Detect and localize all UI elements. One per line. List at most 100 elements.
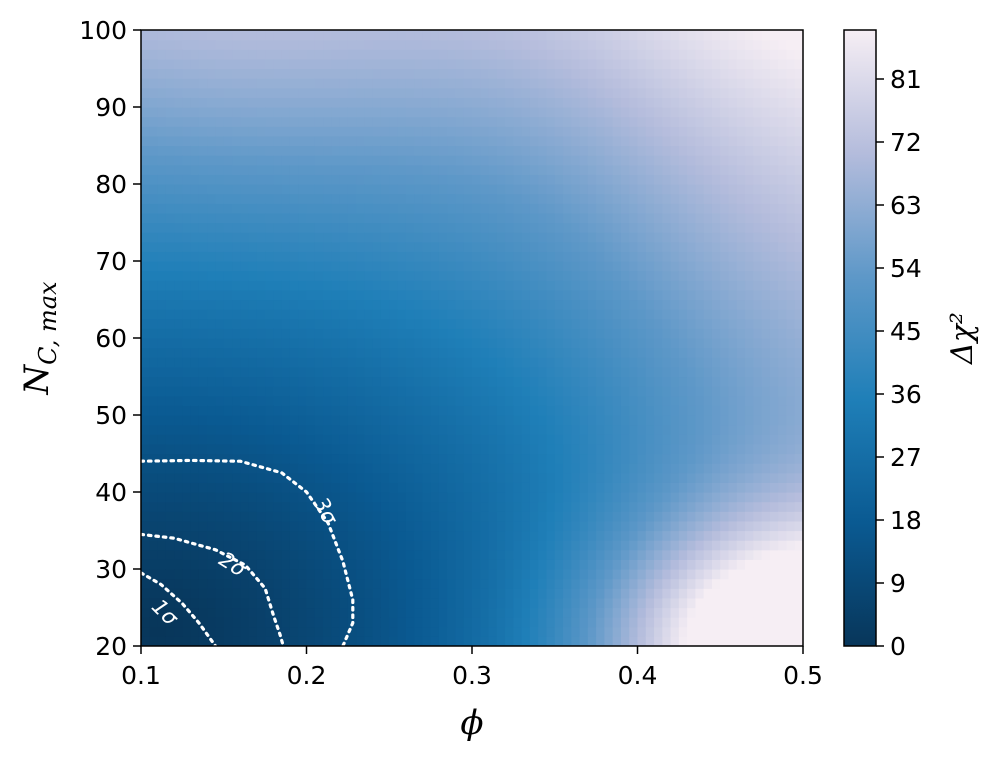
heatmap-cell [488,405,498,416]
heatmap-cell [720,68,730,79]
heatmap-cell [678,145,688,156]
heatmap-cell [703,453,713,464]
heatmap-cell [620,97,630,108]
heatmap-cell [620,424,630,435]
heatmap-cell [323,395,332,406]
heatmap-cell [670,357,680,368]
heatmap-cell [695,164,705,175]
heatmap-cell [538,126,548,137]
heatmap-cell [240,588,250,599]
heatmap-cell [579,174,589,185]
heatmap-cell [323,443,332,455]
heatmap-cell [347,107,357,118]
heatmap-cell [414,30,423,41]
heatmap-cell [298,520,308,532]
heatmap-cell [331,607,341,618]
heatmap-cell [306,241,316,252]
heatmap-cell [331,241,341,252]
heatmap-cell [314,559,324,570]
heatmap-cell [289,261,299,272]
heatmap-cell [472,49,481,60]
heatmap-cell [207,270,217,281]
heatmap-cell [223,520,233,532]
heatmap-cell [687,338,697,349]
heatmap-cell [364,193,374,204]
heatmap-cell [670,511,680,522]
heatmap-cell [720,617,730,628]
heatmap-cell [215,30,225,41]
heatmap-cell [529,511,539,522]
heatmap-cell [306,107,316,118]
heatmap-cell [198,328,208,339]
heatmap-cell [579,597,589,609]
heatmap-cell [165,338,175,349]
heatmap-cell [563,520,572,532]
heatmap-cell [455,107,465,118]
heatmap-cell [306,280,316,291]
heatmap-cell [380,212,390,224]
heatmap-cell [273,135,283,147]
heatmap-cell [314,588,324,599]
heatmap-cell [472,549,481,560]
heatmap-cell [604,578,614,589]
heatmap-cell [711,289,721,301]
heatmap-cell [364,107,374,118]
heatmap-cell [678,212,688,224]
heatmap-cell [505,107,514,118]
heatmap-cell [422,366,432,378]
heatmap-cell [604,636,614,646]
heatmap-cell [414,39,423,50]
heatmap-cell [571,434,581,445]
heatmap-cell [141,626,150,637]
heatmap-cell [198,492,208,503]
heatmap-cell [538,212,548,224]
heatmap-cell [703,540,713,551]
heatmap-cell [174,482,183,493]
heatmap-cell [645,222,655,233]
heatmap-cell [463,155,473,166]
heatmap-cell [215,318,225,329]
heatmap-cell [215,155,225,166]
heatmap-cell [389,376,399,387]
heatmap-cell [571,617,581,628]
heatmap-cell [306,530,316,541]
heatmap-cell [389,492,399,503]
heatmap-cell [182,597,192,609]
heatmap-cell [571,155,581,166]
heatmap-cell [215,569,225,580]
heatmap-cell [198,135,208,147]
heatmap-cell [529,309,539,320]
heatmap-cell [505,559,514,570]
heatmap-cell [207,395,217,406]
heatmap-cell [207,174,217,185]
heatmap-cell [538,636,548,646]
heatmap-cell [612,395,622,406]
heatmap-cell [488,174,498,185]
heatmap-cell [207,366,217,378]
heatmap-cell [703,357,713,368]
heatmap-cell [654,212,663,224]
heatmap-cell [472,135,481,147]
heatmap-cell [546,540,556,551]
heatmap-cell [157,107,167,118]
heatmap-cell [745,569,754,580]
heatmap-cell [314,434,324,445]
heatmap-cell [538,415,548,426]
heatmap-cell [422,261,432,272]
heatmap-cell [529,626,539,637]
heatmap-cell [463,68,473,79]
heatmap-cell [596,424,606,435]
heatmap-cell [380,386,390,397]
heatmap-cell [654,482,663,493]
heatmap-cell [182,107,192,118]
heatmap-cell [620,68,630,79]
heatmap-cell [695,241,705,252]
heatmap-cell [223,357,233,368]
heatmap-cell [165,184,175,195]
heatmap-cell [215,184,225,195]
heatmap-cell [728,107,738,118]
heatmap-cell [761,347,771,358]
heatmap-cell [563,376,572,387]
heatmap-cell [248,415,258,426]
heatmap-cell [563,328,572,339]
